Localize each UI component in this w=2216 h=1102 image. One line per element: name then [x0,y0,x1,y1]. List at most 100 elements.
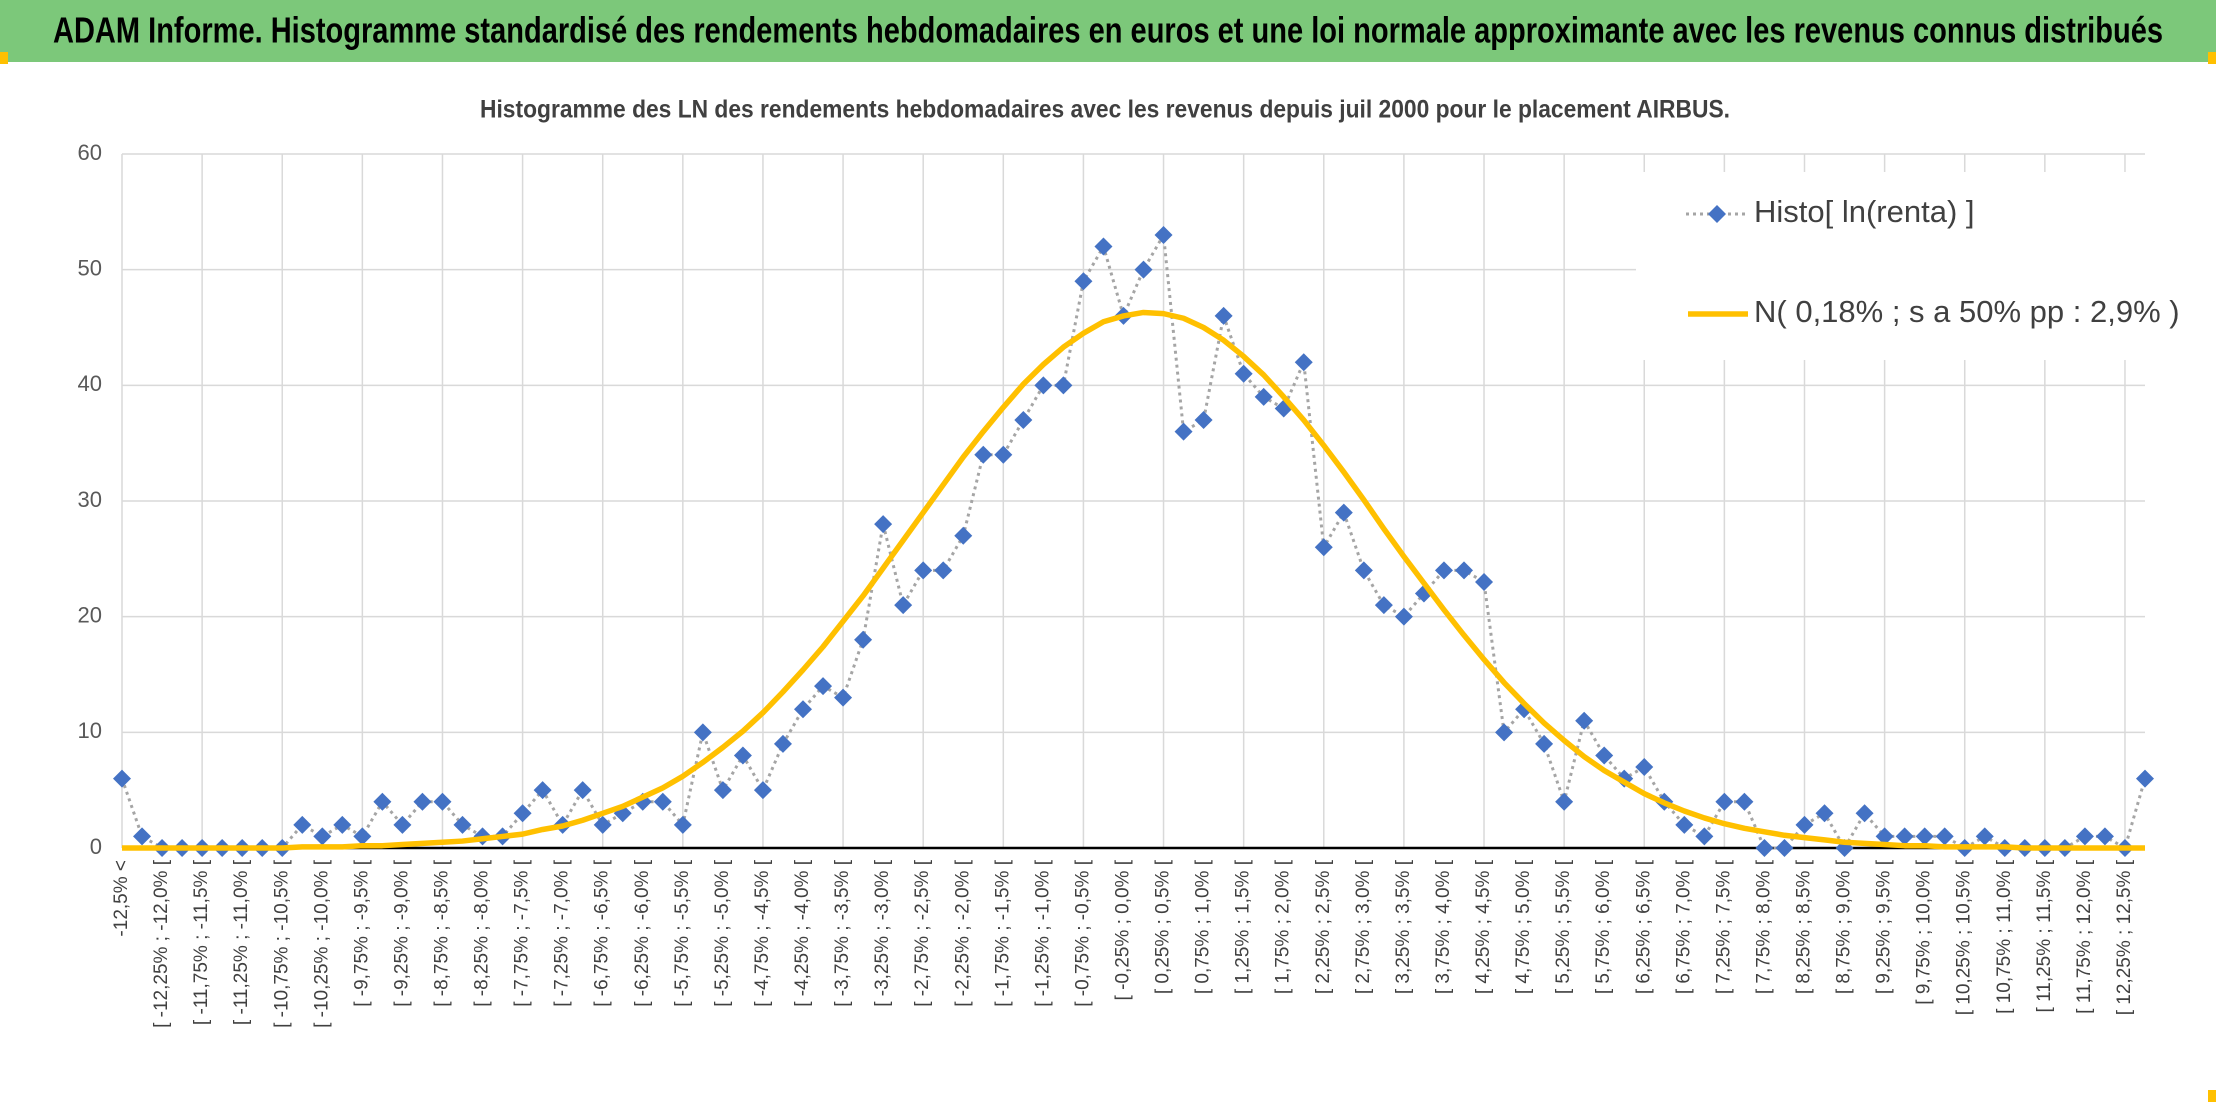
corner-accent [0,52,8,64]
data-point [894,596,913,615]
data-point [814,677,833,696]
x-tick-label: [ -6,75% ; -6,5% [ [592,859,613,1007]
x-tick-label: [ 11,75% ; 12,0% [ [2074,859,2095,1014]
data-point [1675,815,1694,834]
data-point [1314,538,1333,557]
x-tick-label: [ 2,25% ; 2,5% [ [1313,859,1334,994]
corner-accent [2208,1090,2216,1102]
data-point [1154,225,1173,244]
data-point [1174,422,1193,441]
data-point [1975,827,1994,846]
x-axis-labels: -12,5% < [ -12,25% ; -12,0% [[ -11,75% ; … [111,859,2135,1028]
data-point [713,781,732,800]
data-point [1374,596,1393,615]
data-point [1214,306,1233,325]
data-point [1935,827,1954,846]
data-point [1595,746,1614,765]
data-point [994,445,1013,464]
data-point [1034,376,1053,395]
y-tick-label: 60 [78,140,102,165]
data-point [1014,411,1033,430]
data-point [533,781,552,800]
x-tick-label: [ 0,25% ; 0,5% [ [1153,859,1174,994]
data-point [433,792,452,811]
data-point [1535,734,1554,753]
data-point [413,792,432,811]
data-point [874,515,893,534]
x-tick-label: [ 12,25% ; 12,5% [ [2114,859,2135,1015]
data-point [293,815,312,834]
data-point [113,769,131,788]
y-tick-label: 50 [78,255,102,280]
data-point [313,827,332,846]
x-tick-label: [ 7,25% ; 7,5% [ [1713,859,1734,994]
x-tick-label: [ 6,75% ; 7,0% [ [1673,859,1694,994]
x-tick-label: [ 0,75% ; 1,0% [ [1193,859,1214,994]
x-tick-label: [ -1,25% ; -1,0% [ [1032,859,1053,1007]
data-point [1915,827,1934,846]
y-tick-label: 10 [78,718,102,743]
x-tick-label: [ -10,25% ; -10,0% [ [311,859,332,1028]
x-tick-label: [ -7,25% ; -7,0% [ [552,859,573,1007]
data-point [794,700,813,719]
corner-accent [2208,52,2216,64]
x-tick-label: [ -5,25% ; -5,0% [ [712,859,733,1007]
data-point [1394,607,1413,626]
legend-background [1636,172,2148,360]
data-point [513,804,532,823]
x-tick-label: [ -4,25% ; -4,0% [ [792,859,813,1007]
x-tick-label: [ -0,75% ; -0,5% [ [1072,859,1093,1007]
data-point [1715,792,1734,811]
legend-marker [1708,205,1726,223]
x-tick-label: [ -9,25% ; -9,0% [ [391,859,412,1007]
x-tick-label: [ 3,75% ; 4,0% [ [1433,859,1454,994]
data-point [934,561,953,580]
x-tick-label: [ 5,75% ; 6,0% [ [1593,859,1614,994]
data-point [373,792,392,811]
x-tick-label: [ -8,75% ; -8,5% [ [431,859,452,1007]
x-tick-label: [ 11,25% ; 11,5% [ [2034,859,2055,1012]
x-tick-label: [ -4,75% ; -4,5% [ [752,859,773,1007]
data-point [773,734,792,753]
x-tick-label: -12,5% < [111,860,132,937]
x-tick-label: [ 10,75% ; 11,0% [ [1994,859,2015,1014]
legend: Histo[ ln(renta) ] N( 0,18% ; s a 50% pp … [1686,194,2180,329]
data-point [2075,827,2094,846]
x-tick-label: [ 1,75% ; 2,0% [ [1273,859,1294,994]
x-tick-label: [ 9,25% ; 9,5% [ [1874,859,1895,994]
data-point [1434,561,1453,580]
legend-label: Histo[ ln(renta) ] [1754,194,1975,229]
x-tick-label: [ 8,25% ; 8,5% [ [1794,859,1815,994]
x-tick-label: [ -3,25% ; -3,0% [ [872,859,893,1007]
x-tick-label: [ -11,75% ; -11,5% [ [191,859,212,1025]
data-point [854,630,873,649]
data-point [1855,804,1874,823]
data-point [393,815,412,834]
data-point [1555,792,1574,811]
data-point [1234,364,1253,383]
x-tick-label: [ -2,25% ; -2,0% [ [952,859,973,1007]
data-point [1575,711,1594,730]
data-point [453,815,472,834]
data-point [733,746,752,765]
y-tick-label: 40 [78,371,102,396]
data-point [653,792,672,811]
data-point [1635,758,1654,777]
x-tick-label: [ 7,75% ; 8,0% [ [1753,859,1774,994]
x-tick-label: [ 4,75% ; 5,0% [ [1513,859,1534,994]
data-point [914,561,933,580]
data-point [954,526,973,545]
x-tick-label: [ 8,75% ; 9,0% [ [1834,859,1855,994]
x-tick-label: [ 5,25% ; 5,5% [ [1553,859,1574,994]
grid: 0 10 20 30 40 50 60 [78,140,2148,859]
data-point [1354,561,1373,580]
legend-label: N( 0,18% ; s a 50% pp : 2,9% ) [1754,294,2180,329]
data-point [1054,376,1073,395]
x-tick-label: [ -6,25% ; -6,0% [ [632,859,653,1007]
x-tick-label: [ 4,25% ; 4,5% [ [1473,859,1494,994]
data-point [1875,827,1894,846]
x-tick-label: [ -1,75% ; -1,5% [ [992,859,1013,1007]
x-tick-label: [ -7,75% ; -7,5% [ [512,859,533,1007]
x-tick-label: [ -11,25% ; -11,0% [ [231,859,252,1025]
